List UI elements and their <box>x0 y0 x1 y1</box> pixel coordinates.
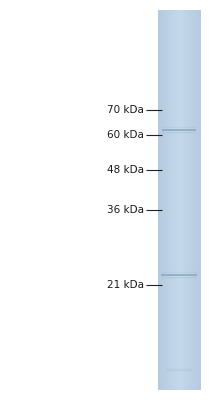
Bar <box>198 10 199 390</box>
Bar <box>163 10 164 390</box>
Bar <box>194 10 195 390</box>
Bar <box>176 10 178 390</box>
Bar <box>179 10 180 390</box>
Bar <box>164 10 165 390</box>
Text: 36 kDa: 36 kDa <box>107 205 144 215</box>
Bar <box>167 10 169 390</box>
Text: 48 kDa: 48 kDa <box>107 165 144 175</box>
Bar <box>160 10 161 390</box>
Bar <box>187 10 188 390</box>
Bar <box>192 10 193 390</box>
Bar <box>190 10 191 390</box>
Bar <box>184 10 185 390</box>
Bar <box>164 10 166 390</box>
Bar <box>178 10 179 390</box>
Bar <box>161 10 163 390</box>
Text: 70 kDa: 70 kDa <box>107 105 144 115</box>
Bar <box>171 10 172 390</box>
Bar <box>160 10 161 390</box>
Bar <box>165 10 166 390</box>
Bar <box>185 10 186 390</box>
Bar <box>182 10 183 390</box>
Bar <box>169 10 170 390</box>
Bar <box>169 10 170 390</box>
Bar <box>177 10 178 390</box>
Bar <box>188 10 189 390</box>
Bar <box>161 10 162 390</box>
Bar <box>184 10 185 390</box>
Bar <box>182 10 183 390</box>
Bar <box>172 10 173 390</box>
Bar <box>176 10 177 390</box>
Bar <box>173 10 174 390</box>
Bar <box>180 10 181 390</box>
Text: 21 kDa: 21 kDa <box>107 280 144 290</box>
Bar <box>196 10 198 390</box>
Bar <box>179 10 181 390</box>
Bar <box>200 10 201 390</box>
Bar <box>193 10 194 390</box>
Bar <box>174 10 176 390</box>
Bar <box>166 10 167 390</box>
Bar <box>199 10 200 390</box>
Bar <box>191 10 192 390</box>
Bar <box>172 10 173 390</box>
Bar <box>195 10 196 390</box>
Bar <box>189 10 191 390</box>
Bar <box>183 10 184 390</box>
Bar <box>187 10 188 390</box>
Bar <box>158 10 159 390</box>
Bar <box>167 10 168 390</box>
Bar <box>194 10 196 390</box>
Bar <box>186 10 187 390</box>
Bar <box>175 10 176 390</box>
Bar <box>196 10 197 390</box>
Bar <box>191 10 193 390</box>
Text: 60 kDa: 60 kDa <box>107 130 144 140</box>
Bar <box>181 10 182 390</box>
Bar <box>159 10 160 390</box>
Bar <box>189 10 190 390</box>
Bar <box>168 10 169 390</box>
Bar <box>170 10 171 390</box>
Bar <box>162 10 163 390</box>
Bar <box>197 10 198 390</box>
Bar <box>174 10 175 390</box>
Bar <box>199 10 200 390</box>
